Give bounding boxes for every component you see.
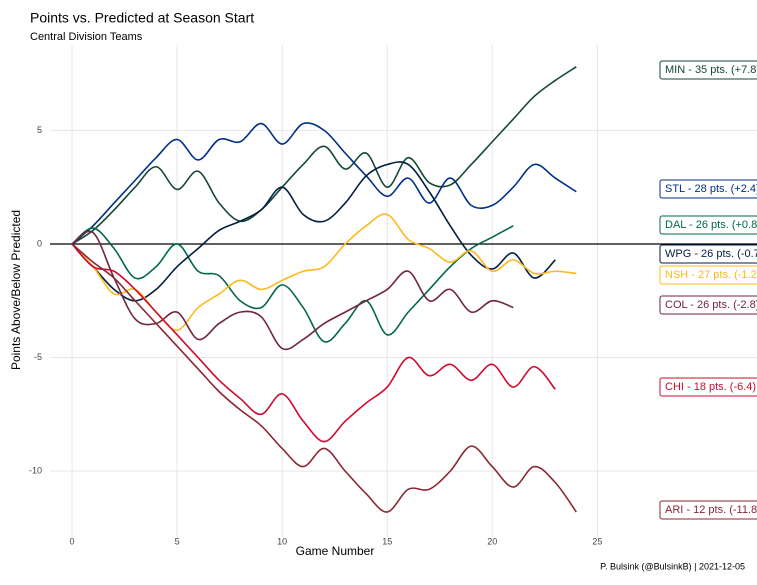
x-axis-label: Game Number <box>296 544 375 558</box>
y-tick-label: -5 <box>34 352 42 362</box>
series-line <box>71 161 556 302</box>
series-label: DAL - 26 pts. (+0.8 <box>665 219 757 231</box>
series-label-box <box>659 244 757 264</box>
series-label-box <box>659 265 757 285</box>
series-label: ARI - 12 pts. (-11.8 <box>665 504 757 516</box>
x-tick-label: 10 <box>277 536 287 546</box>
series-line <box>71 122 577 245</box>
series-line <box>71 243 556 443</box>
y-tick-label: 0 <box>37 238 42 248</box>
x-tick-label: 0 <box>70 536 75 546</box>
series-line <box>71 66 577 245</box>
series-label: NSH - 27 pts. (-1.2) <box>665 269 757 281</box>
x-tick-label: 15 <box>382 536 392 546</box>
series-label-box <box>659 500 757 520</box>
y-axis-label: Points Above/Below Predicted <box>9 210 23 370</box>
series-label: CHI - 18 pts. (-6.4) <box>665 381 756 393</box>
caption: P. Bulsink (@BulsinkB) | 2021-12-05 <box>600 561 745 571</box>
series-label-box <box>659 179 757 199</box>
series-label: WPG - 26 pts. (-0.7 <box>665 248 757 260</box>
x-tick-label: 20 <box>487 536 497 546</box>
series-label: MIN - 35 pts. (+7.8) <box>665 64 757 76</box>
chart-title: Points vs. Predicted at Season Start <box>30 10 254 26</box>
x-tick-label: 25 <box>592 536 602 546</box>
series-line <box>71 225 514 343</box>
series-label: COL - 26 pts. (-2.8) <box>665 299 757 311</box>
chart-subtitle: Central Division Teams <box>30 31 143 43</box>
series-label-box <box>659 377 757 397</box>
series-label-box <box>659 295 757 315</box>
series-line <box>71 243 577 513</box>
series-label: STL - 28 pts. (+2.4) <box>665 183 757 195</box>
series-label-box <box>659 60 757 80</box>
x-tick-label: 5 <box>175 536 180 546</box>
y-tick-label: -10 <box>29 466 42 476</box>
series-label-box <box>659 215 757 235</box>
series-line <box>71 230 514 351</box>
y-tick-label: 5 <box>37 125 42 135</box>
